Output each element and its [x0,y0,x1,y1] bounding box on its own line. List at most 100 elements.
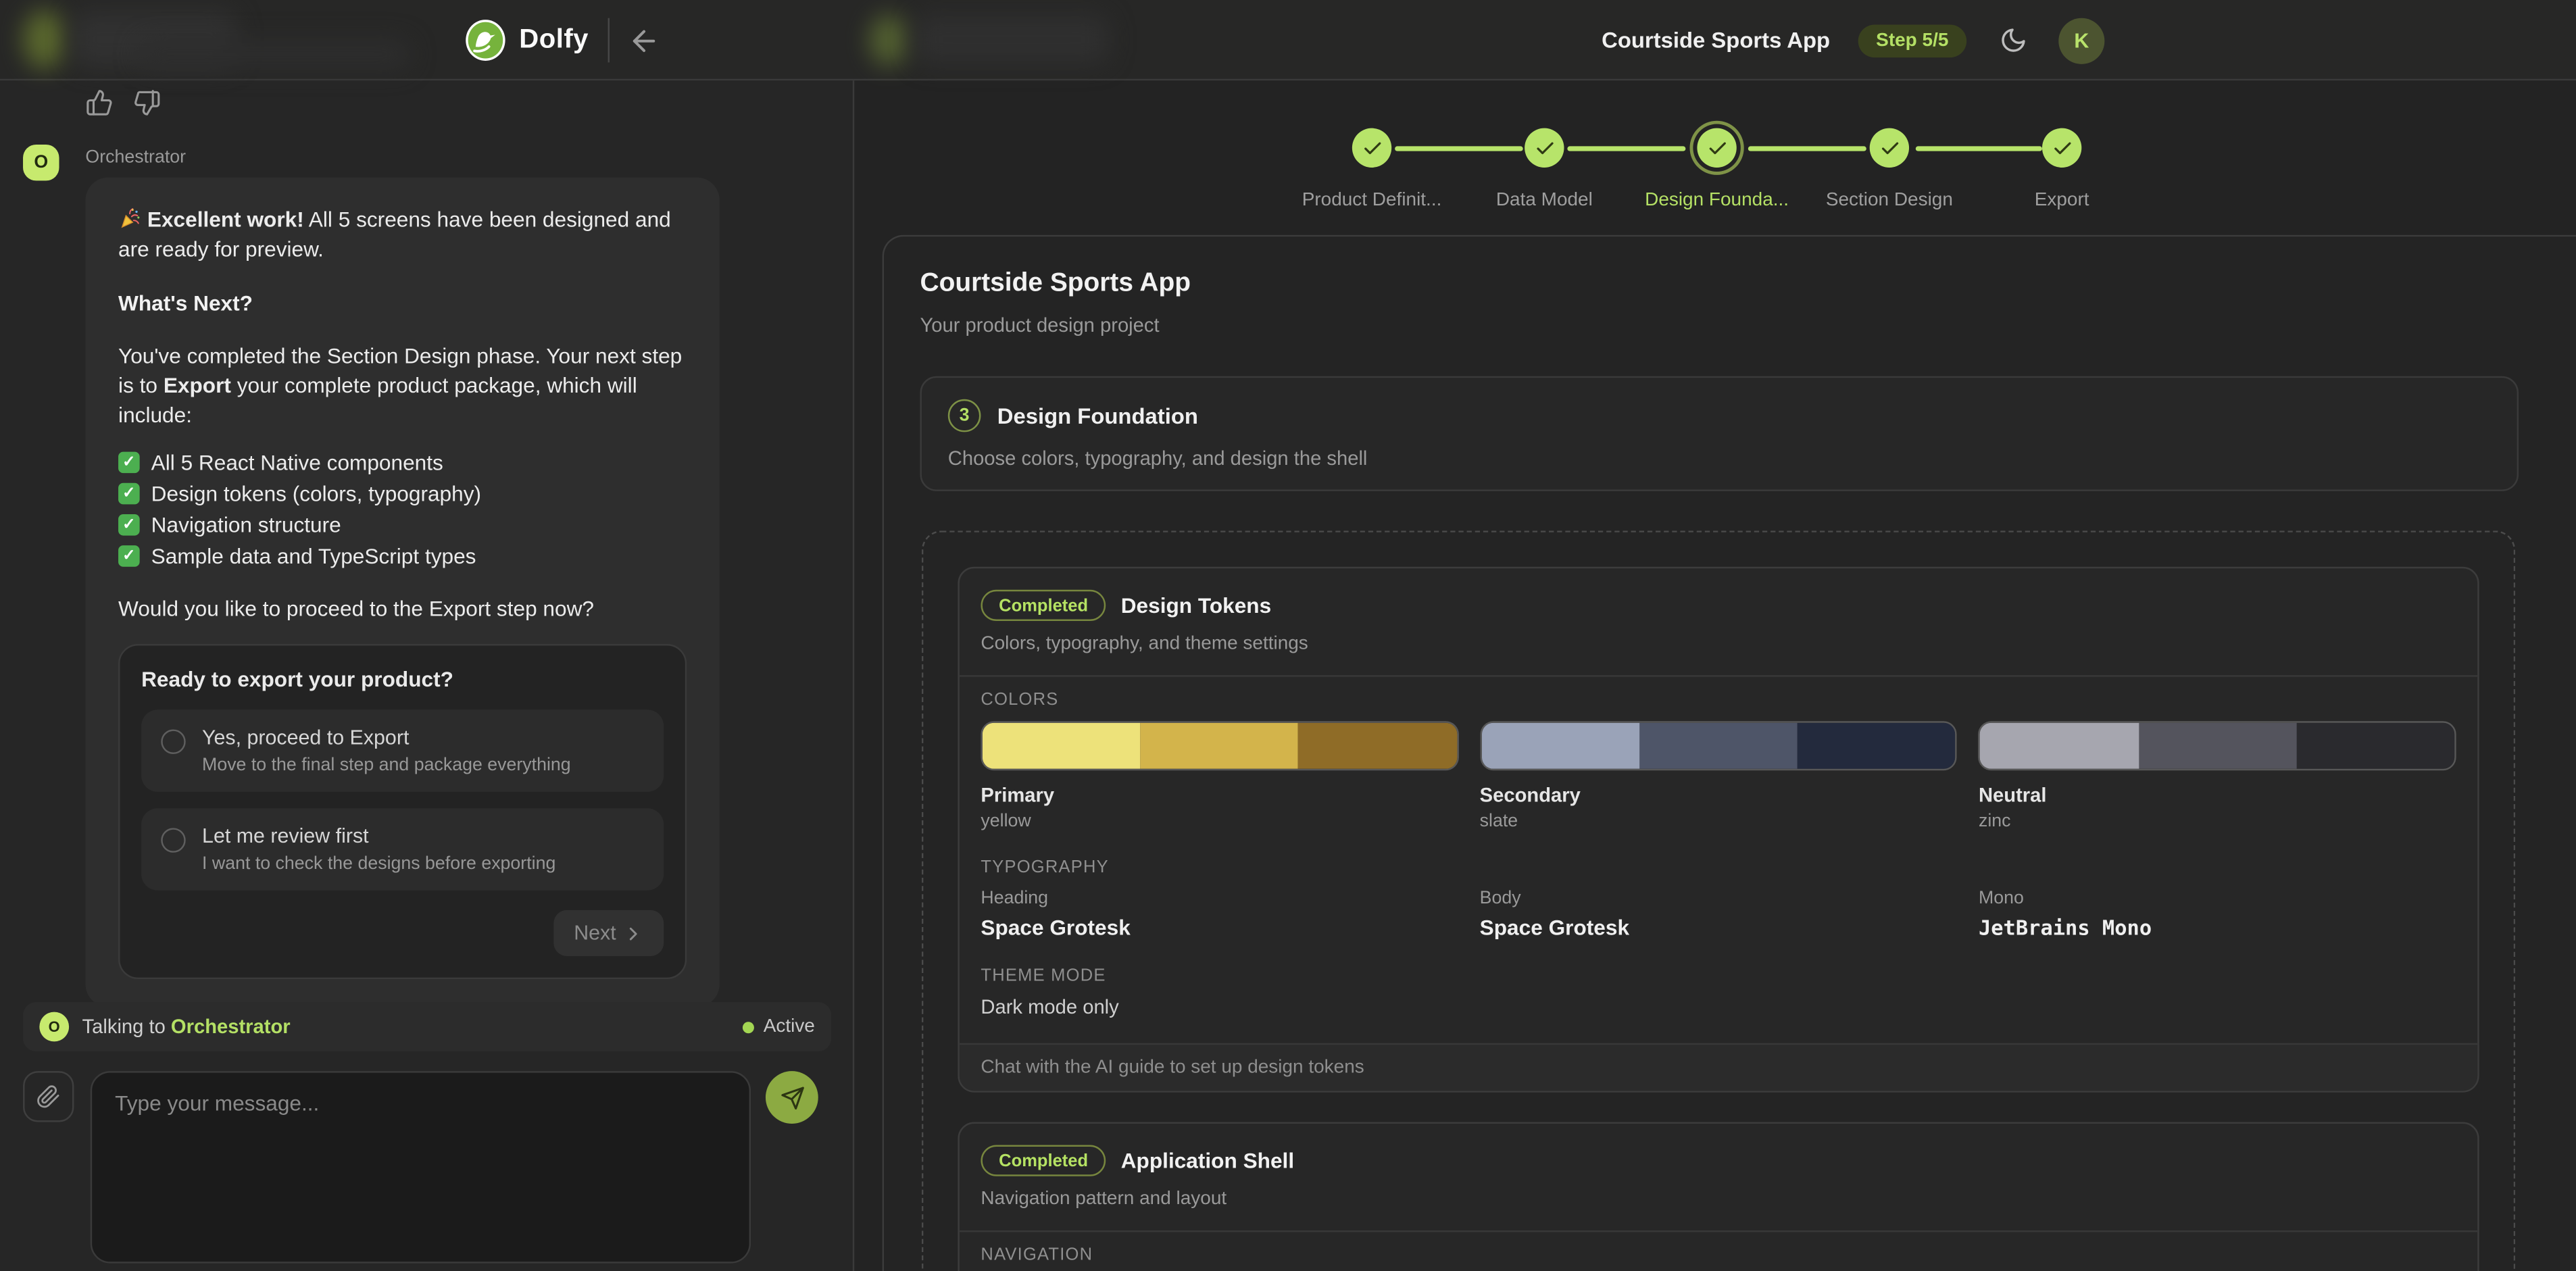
arrow-left-icon [633,30,655,52]
check-emoji-icon [118,451,140,474]
paperclip-icon [37,1085,59,1108]
send-icon [781,1086,803,1109]
design-tokens-subtitle: Colors, typography, and theme settings [981,634,1308,654]
back-button[interactable] [624,22,664,61]
brand: Dolfy [465,0,589,80]
swatch-segment [1639,722,1798,769]
message-body: You've completed the Section Design phas… [118,343,683,428]
proceed-question: Would you like to proceed to the Export … [118,596,594,621]
app-name: Dolfy [519,24,589,55]
swatch-secondary: Secondary slate [1479,721,1958,831]
typography-section-label: TYPOGRAPHY [981,857,1109,878]
typography-heading: Heading Space Grotesk [981,889,1131,940]
divider [959,675,2478,677]
checklist-item: Design tokens (colors, typography) [118,478,687,509]
stepper-connector [1915,146,2042,151]
color-swatch [1479,721,1958,771]
phase-number-badge: 3 [947,399,981,432]
radio-icon[interactable] [161,729,186,754]
check-emoji-icon [118,482,140,505]
step-export: Export [1955,128,2169,210]
check-icon [1536,141,1553,153]
project-title: Courtside Sports App [1602,28,1831,53]
chat-message-bubble: Excellent work! All 5 screens have been … [85,177,720,1007]
step-product-definition: Product Definit... [1265,128,1479,210]
step-check-circle[interactable] [1697,128,1737,168]
typography-mono: Mono JetBrains Mono [1978,889,2152,940]
agent-name-label: Orchestrator [85,147,187,168]
step-check-circle[interactable] [1869,128,1910,168]
thumbs-down-icon [134,90,160,116]
talking-to-label: Talking to Orchestrator [82,1015,291,1039]
message-input[interactable] [90,1071,751,1264]
check-emoji-icon [118,545,140,567]
option-proceed-export[interactable]: Yes, proceed to Export Move to the final… [141,709,664,792]
next-button[interactable]: Next [554,909,664,956]
active-status-dot [742,1020,754,1033]
application-shell-subtitle: Navigation pattern and layout [981,1189,1227,1210]
app-header: Dolfy Courtside Sports App Step 5/5 K [0,0,2576,81]
project-panel: Courtside Sports App Your product design… [882,234,2576,1271]
option-review-first[interactable]: Let me review first I want to check the … [141,808,664,891]
workspace: Product Definit... Data Model Design Fou… [856,80,2576,1271]
attach-file-button[interactable] [23,1071,74,1122]
step-check-circle[interactable] [1525,128,1564,168]
swatch-segment [982,722,1141,769]
redacted-blur [915,14,1110,64]
theme-mode-value: Dark mode only [981,995,1119,1019]
theme-mode-section-label: THEME MODE [981,966,1106,986]
thumbs-up-icon [86,90,112,116]
page-title: Courtside Sports App [920,269,1191,298]
step-check-circle[interactable] [1352,128,1392,168]
check-icon [1708,141,1725,153]
orchestrator-avatar-small: O [39,1012,70,1042]
application-shell-card: Completed Application Shell Navigation p… [958,1122,2479,1271]
phase-header-card: 3 Design Foundation Choose colors, typog… [920,376,2519,491]
send-button[interactable] [765,1071,818,1124]
step-design-foundation: Design Founda... [1610,128,1824,210]
theme-toggle-button[interactable] [1994,22,2030,58]
colors-section-label: COLORS [981,690,1059,710]
dolfy-logo-icon [465,20,506,61]
check-icon [1363,141,1381,153]
radio-icon[interactable] [161,828,186,853]
phase-description: Choose colors, typography, and design th… [947,447,1368,470]
orchestrator-avatar: O [23,144,59,181]
header-divider [608,18,610,63]
phase-content-container: Completed Design Tokens Colors, typograp… [921,530,2516,1271]
check-icon [2054,141,2071,153]
phase-title: Design Foundation [997,403,1198,428]
redacted-blur [869,14,909,66]
step-data-model: Data Model [1437,128,1651,210]
step-check-circle[interactable] [2041,128,2082,168]
step-badge: Step 5/5 [1858,24,1967,57]
design-tokens-footer: Chat with the AI guide to set up design … [959,1043,2478,1091]
swatch-segment [1298,722,1457,769]
checklist-item: All 5 React Native components [118,447,687,478]
redacted-blur [23,9,66,70]
swatch-segment [2138,722,2297,769]
export-prompt-title: Ready to export your product? [141,667,453,692]
divider [959,1230,2478,1232]
navigation-section-label: NAVIGATION [981,1245,1093,1266]
swatch-segment [1140,722,1299,769]
thumbs-down-button[interactable] [133,89,161,116]
chevron-right-icon [629,926,637,940]
export-prompt-card: Ready to export your product? Yes, proce… [118,644,687,979]
message-intro: Excellent work! All 5 screens have been … [118,207,671,261]
typography-body: Body Space Grotesk [1479,889,1630,940]
stepper-connector [1567,146,1686,151]
agent-status-bar: O Talking to Orchestrator Active [23,1002,832,1051]
active-status-label: Active [763,1016,815,1037]
checklist-item: Sample data and TypeScript types [118,541,687,572]
step-section-design: Section Design [1783,128,1996,210]
user-avatar[interactable]: K [2058,17,2105,64]
swatch-segment [2296,722,2455,769]
status-badge: Completed [981,1145,1106,1176]
moon-icon [2001,28,2025,52]
export-checklist: All 5 React Native components Design tok… [118,447,687,572]
thumbs-up-button[interactable] [85,89,113,116]
page-subtitle: Your product design project [920,314,1160,337]
swatch-neutral: Neutral zinc [1978,721,2456,831]
